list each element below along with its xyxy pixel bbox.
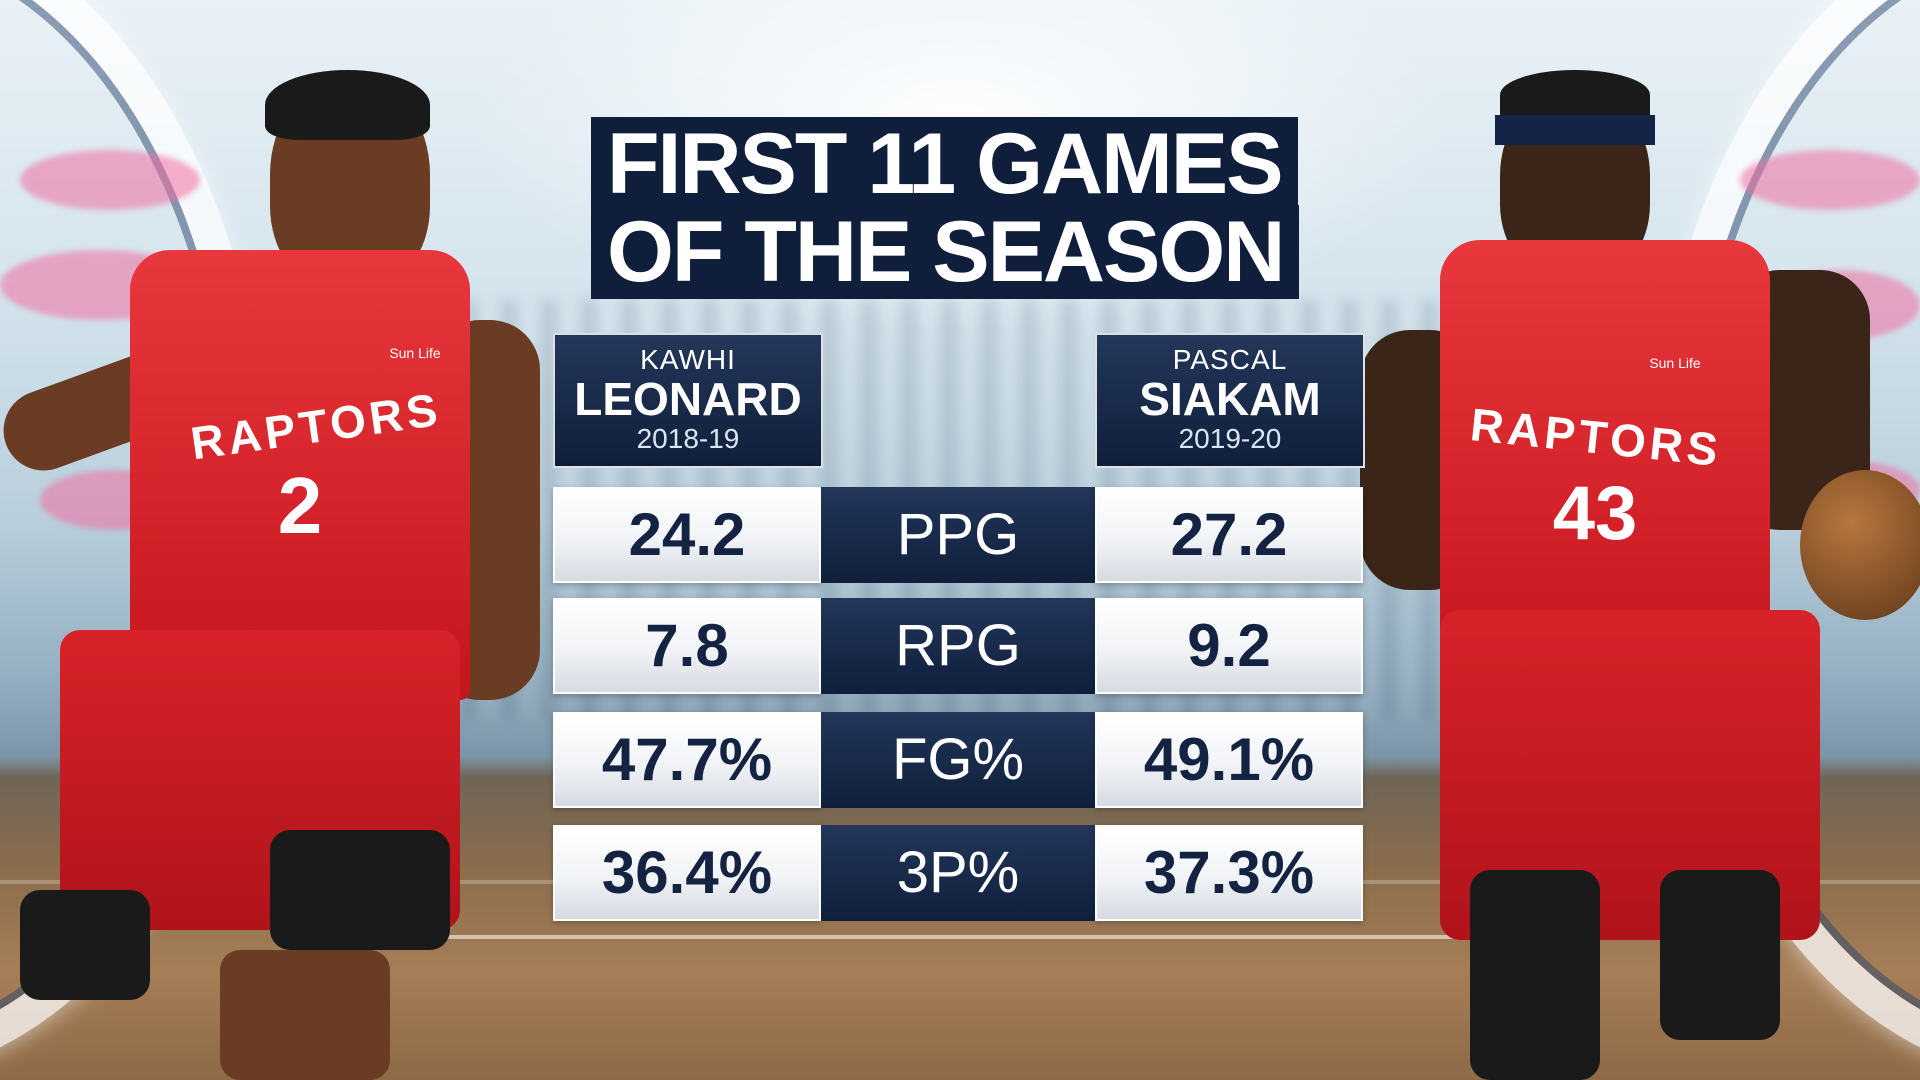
tights bbox=[1470, 870, 1600, 1080]
stat-label: FG% bbox=[821, 712, 1095, 808]
jersey-number: 43 bbox=[1552, 471, 1638, 556]
leg bbox=[220, 950, 390, 1080]
stat-value-leonard: 7.8 bbox=[553, 598, 821, 694]
stat-value-leonard: 47.7% bbox=[553, 712, 821, 808]
player-last-name: LEONARD bbox=[574, 373, 802, 425]
stat-label: RPG bbox=[821, 598, 1095, 694]
stat-value-siakam: 49.1% bbox=[1095, 712, 1363, 808]
player-photo-siakam: RAPTORS 43 Sun Life bbox=[1360, 70, 1920, 1080]
stat-row-3p-pct: 36.4% 3P% 37.3% bbox=[553, 825, 1363, 921]
player-last-name: SIAKAM bbox=[1139, 373, 1321, 425]
title-line-1: FIRST 11 GAMES bbox=[591, 117, 1298, 211]
stat-row-rpg: 7.8 RPG 9.2 bbox=[553, 598, 1363, 694]
pink-claw-decoration bbox=[20, 150, 200, 210]
player-season: 2019-20 bbox=[1178, 423, 1282, 454]
stat-value-siakam: 37.3% bbox=[1095, 825, 1363, 921]
knee-sleeve bbox=[270, 830, 450, 950]
hair bbox=[1500, 70, 1650, 120]
jersey-number: 2 bbox=[277, 461, 323, 550]
stat-label: 3P% bbox=[821, 825, 1095, 921]
stat-value-siakam: 27.2 bbox=[1095, 487, 1363, 583]
jersey bbox=[130, 250, 470, 700]
sponsor-logo: Sun Life bbox=[389, 345, 441, 361]
player-season: 2018-19 bbox=[636, 423, 740, 454]
sponsor-logo: Sun Life bbox=[1649, 355, 1701, 371]
basketball bbox=[1800, 470, 1920, 620]
stat-label: PPG bbox=[821, 487, 1095, 583]
stat-row-fg-pct: 47.7% FG% 49.1% bbox=[553, 712, 1363, 808]
hair bbox=[265, 70, 430, 140]
stat-value-leonard: 24.2 bbox=[553, 487, 821, 583]
title-line-2: OF THE SEASON bbox=[591, 205, 1300, 299]
pink-claw-decoration bbox=[1740, 150, 1920, 210]
knee-sleeve bbox=[20, 890, 150, 1000]
stat-value-leonard: 36.4% bbox=[553, 825, 821, 921]
tights bbox=[1660, 870, 1780, 1040]
stat-value-siakam: 9.2 bbox=[1095, 598, 1363, 694]
player-header-siakam: PASCAL SIAKAM 2019-20 bbox=[1095, 333, 1365, 468]
player-first-name: PASCAL bbox=[1172, 344, 1288, 375]
player-photo-leonard: RAPTORS 2 Sun Life bbox=[0, 70, 560, 1080]
headband bbox=[1495, 115, 1655, 145]
player-first-name: KAWHI bbox=[640, 344, 736, 375]
stat-row-ppg: 24.2 PPG 27.2 bbox=[553, 487, 1363, 583]
player-header-leonard: KAWHI LEONARD 2018-19 bbox=[553, 333, 823, 468]
court-line bbox=[420, 935, 1500, 939]
